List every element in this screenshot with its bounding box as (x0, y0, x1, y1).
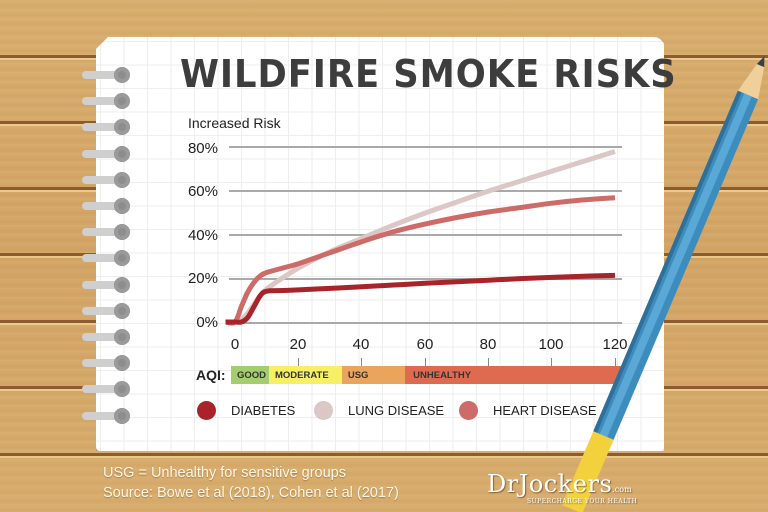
spiral-ring (82, 381, 132, 398)
gridline-40 (229, 234, 622, 236)
legend-dot-icon (314, 401, 333, 420)
footnote-usg: USG = Unhealthy for sensitive groups (103, 465, 346, 481)
x-tick-label: 20 (289, 336, 307, 353)
x-tick-mark (488, 358, 489, 366)
aqi-band-moderate: MODERATE (269, 366, 346, 384)
x-tick-mark (425, 358, 426, 366)
legend-label: LUNG DISEASE (348, 403, 445, 418)
x-tick-mark (361, 358, 362, 366)
aqi-band-usg: USG (341, 366, 410, 384)
plank-divider (0, 453, 768, 456)
aqi-label: AQI: (196, 367, 226, 383)
legend-dot-icon (197, 401, 216, 420)
y-tick-label: 60% (187, 183, 218, 200)
x-tick-label: 40 (352, 336, 370, 353)
x-tick-mark (298, 358, 299, 366)
y-tick-label: 40% (187, 227, 218, 244)
spiral-ring (82, 224, 132, 241)
spiral-ring (82, 355, 132, 372)
x-tick-mark (551, 358, 552, 366)
spiral-ring (82, 145, 132, 162)
chart-title: WILDFIRE SMOKE RISKS (180, 52, 677, 96)
spiral-ring (82, 119, 132, 136)
logo-tagline: SUPERCHARGE YOUR HEALTH (527, 498, 638, 505)
aqi-band-unhealthy: UNHEALTHY (405, 366, 628, 384)
legend-dot-icon (459, 401, 478, 420)
x-tick-label: 120 (602, 336, 628, 353)
spiral-ring (82, 93, 132, 110)
legend-label: HEART DISEASE (493, 403, 597, 418)
spiral-ring (82, 198, 132, 214)
legend-item-diabetes: DIABETES (197, 401, 295, 420)
legend-item-lung-disease: LUNG DISEASE (314, 401, 444, 420)
gridline-0 (229, 322, 622, 324)
source-citation: Source: Bowe et al (2018), Cohen et al (… (103, 485, 399, 501)
spiral-ring (82, 276, 132, 293)
x-tick-label: 0 (230, 336, 240, 353)
x-tick-label: 80 (479, 336, 497, 353)
x-tick-mark (615, 358, 616, 366)
legend-item-heart-disease: HEART DISEASE (459, 401, 597, 420)
x-tick-label: 100 (538, 336, 564, 353)
y-tick-label: 80% (187, 140, 218, 157)
spiral-ring (82, 407, 132, 424)
gridline-60 (229, 190, 622, 192)
spiral-ring (82, 250, 132, 267)
logo-suffix: .com (612, 485, 632, 494)
gridline-20 (229, 278, 622, 280)
drjockers-logo: DrJockers.com SUPERCHARGE YOUR HEALTH (487, 470, 637, 505)
logo-name: DrJockers (487, 470, 613, 498)
x-tick-label: 60 (416, 336, 434, 353)
gridline-80 (229, 146, 622, 148)
legend-label: DIABETES (231, 403, 296, 418)
aqi-band-good: GOOD (231, 366, 273, 384)
spiral-ring (82, 171, 132, 188)
series-line-diabetes (225, 272, 616, 325)
spiral-ring (82, 67, 132, 83)
y-axis-title: Increased Risk (188, 115, 281, 131)
spiral-ring (82, 302, 132, 319)
spiral-ring (82, 329, 132, 345)
series-line-heart-disease (225, 195, 616, 326)
y-tick-label: 20% (187, 270, 218, 287)
y-tick-label: 0% (196, 314, 218, 331)
